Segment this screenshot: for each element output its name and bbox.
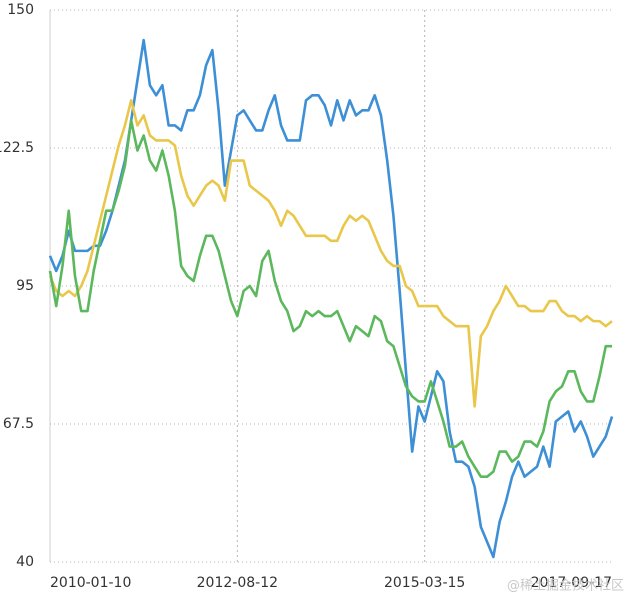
- y-tick-label: 122.5: [0, 140, 34, 156]
- watermark: @稀土掘金技术社区: [507, 578, 624, 594]
- x-tick-label: 2017-09-17: [531, 575, 612, 591]
- series-line: [48, 119, 612, 478]
- x-tick-label: 2010-01-10: [50, 575, 131, 591]
- y-tick-label: 40: [16, 554, 34, 570]
- y-tick-label: 67.5: [3, 416, 34, 432]
- y-tick-label: 150: [7, 2, 34, 18]
- x-tick-label: 2015-03-15: [384, 575, 465, 591]
- x-tick-label: 2012-08-12: [197, 575, 278, 591]
- series-line: [48, 38, 614, 559]
- y-tick-label: 95: [16, 278, 34, 294]
- series-line: [48, 99, 613, 408]
